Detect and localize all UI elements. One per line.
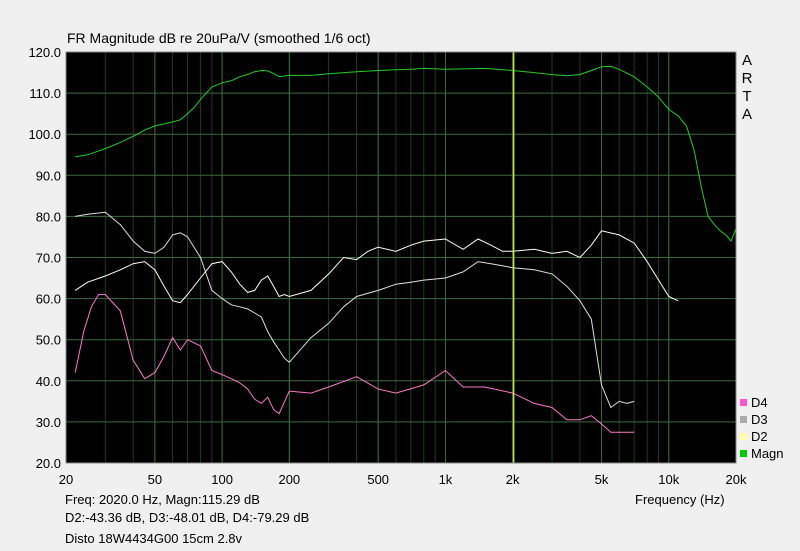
arta-letter: T <box>742 88 752 105</box>
y-tick-label: 40.0 <box>36 374 61 389</box>
arta-letter: R <box>741 70 753 87</box>
x-tick-label: 1k <box>439 472 453 487</box>
distortion-readout: D2:-43.36 dB, D3:-48.01 dB, D4:-79.29 dB <box>65 510 310 525</box>
legend-swatch <box>740 399 747 406</box>
x-tick-label: 20k <box>726 472 747 487</box>
arta-logo: A R T A <box>740 52 754 124</box>
y-tick-label: 110.0 <box>29 86 61 101</box>
x-tick-label: 20 <box>59 472 73 487</box>
y-tick-label: 70.0 <box>36 251 61 266</box>
legend-label: D4 <box>751 395 768 410</box>
series-line-d2 <box>74 230 679 304</box>
legend-item-magn[interactable]: Magn <box>740 446 784 461</box>
x-axis-label: Frequency (Hz) <box>635 492 725 507</box>
arta-letter: A <box>741 52 752 69</box>
x-tick-label: 200 <box>278 472 300 487</box>
cursor-readout: Freq: 2020.0 Hz, Magn:115.29 dB <box>65 492 260 507</box>
y-tick-label: 120.0 <box>28 45 61 60</box>
arta-letter: A <box>741 106 752 123</box>
series-line-d4 <box>74 294 635 433</box>
y-tick-label: 100.0 <box>28 127 61 142</box>
y-tick-label: 30.0 <box>36 415 61 430</box>
legend-label: D2 <box>751 429 768 444</box>
y-tick-label: 20.0 <box>36 456 61 471</box>
x-tick-label: 5k <box>595 472 609 487</box>
x-tick-label: 50 <box>148 472 162 487</box>
legend-item-d2[interactable]: D2 <box>740 429 768 444</box>
legend-item-d3[interactable]: D3 <box>740 412 768 427</box>
legend-swatch <box>740 433 747 440</box>
y-tick-label: 80.0 <box>36 209 61 224</box>
x-tick-label: 2k <box>506 472 520 487</box>
series-line-d3 <box>75 211 635 409</box>
y-tick-label: 90.0 <box>36 168 61 183</box>
y-tick-label: 50.0 <box>36 333 61 348</box>
legend-label: D3 <box>751 412 768 427</box>
series-line-magn <box>75 65 737 243</box>
plot-frame <box>65 51 737 464</box>
legend-swatch <box>740 450 747 457</box>
legend-label: Magn <box>751 446 784 461</box>
measurement-name: Disto 18W4434G00 15cm 2.8v <box>65 531 243 546</box>
legend-swatch <box>740 416 747 423</box>
legend-item-d4[interactable]: D4 <box>740 395 768 410</box>
x-tick-label: 10k <box>658 472 679 487</box>
y-tick-label: 60.0 <box>36 292 61 307</box>
x-tick-label: 100 <box>211 472 233 487</box>
x-tick-label: 500 <box>367 472 389 487</box>
chart-title: FR Magnitude dB re 20uPa/V (smoothed 1/6… <box>67 30 371 46</box>
